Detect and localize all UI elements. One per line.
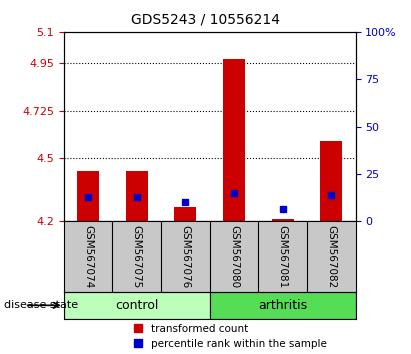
Bar xyxy=(126,171,148,221)
Text: GSM567076: GSM567076 xyxy=(180,225,190,288)
Legend: transformed count, percentile rank within the sample: transformed count, percentile rank withi… xyxy=(134,324,326,349)
Bar xyxy=(320,141,342,221)
Bar xyxy=(272,219,293,221)
Text: disease state: disease state xyxy=(4,300,78,310)
Text: GSM567080: GSM567080 xyxy=(229,225,239,288)
Text: GSM567074: GSM567074 xyxy=(83,225,93,288)
Bar xyxy=(223,59,245,221)
Bar xyxy=(174,206,196,221)
Bar xyxy=(210,292,356,319)
Text: GSM567075: GSM567075 xyxy=(132,225,142,288)
Text: arthritis: arthritis xyxy=(258,299,307,312)
Bar xyxy=(77,171,99,221)
Text: GSM567082: GSM567082 xyxy=(326,225,336,288)
Bar xyxy=(64,292,210,319)
Text: GSM567081: GSM567081 xyxy=(277,225,288,288)
Text: GDS5243 / 10556214: GDS5243 / 10556214 xyxy=(131,12,280,27)
Text: control: control xyxy=(115,299,158,312)
